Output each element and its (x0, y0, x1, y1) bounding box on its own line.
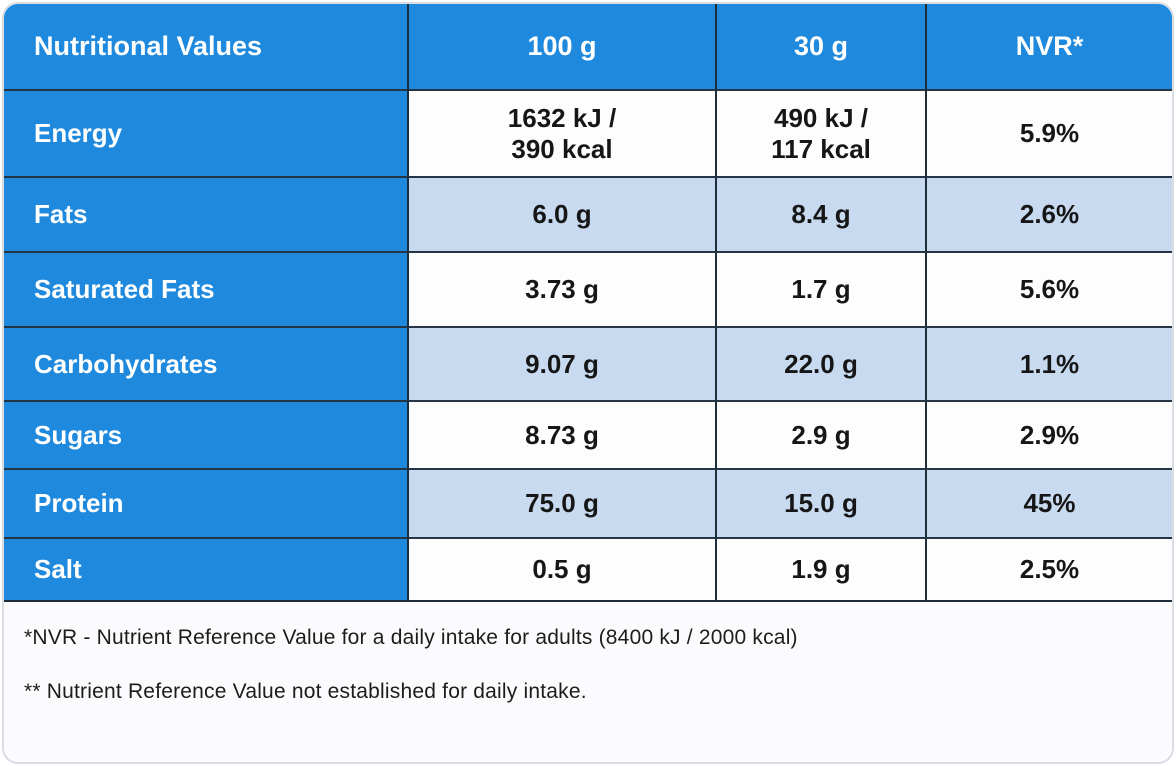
value-saturated-fats-nvr: 5.6% (927, 253, 1172, 328)
footnote-nvr-not-established: ** Nutrient Reference Value not establis… (24, 680, 587, 703)
value-protein-nvr: 45% (927, 470, 1172, 539)
value-carbohydrates-100g: 9.07 g (409, 328, 717, 402)
value-protein-30g: 15.0 g (717, 470, 927, 539)
row-label-saturated-fats: Saturated Fats (4, 253, 409, 328)
nutrition-table: Nutritional Values 100 g 30 g NVR* Energ… (4, 4, 1172, 602)
value-fats-30g: 8.4 g (717, 178, 927, 253)
value-salt-30g: 1.9 g (717, 539, 927, 600)
column-header-nutritional-values: Nutritional Values (4, 4, 409, 91)
value-salt-nvr: 2.5% (927, 539, 1172, 600)
value-fats-nvr: 2.6% (927, 178, 1172, 253)
row-label-sugars: Sugars (4, 402, 409, 470)
value-sugars-100g: 8.73 g (409, 402, 717, 470)
value-energy-nvr: 5.9% (927, 91, 1172, 178)
column-header-nvr: NVR* (927, 4, 1172, 91)
value-carbohydrates-30g: 22.0 g (717, 328, 927, 402)
row-label-fats: Fats (4, 178, 409, 253)
value-protein-100g: 75.0 g (409, 470, 717, 539)
column-header-30g: 30 g (717, 4, 927, 91)
column-header-100g: 100 g (409, 4, 717, 91)
row-label-salt: Salt (4, 539, 409, 600)
value-salt-100g: 0.5 g (409, 539, 717, 600)
value-energy-100g: 1632 kJ / 390 kcal (409, 91, 717, 178)
value-carbohydrates-nvr: 1.1% (927, 328, 1172, 402)
row-label-protein: Protein (4, 470, 409, 539)
value-saturated-fats-100g: 3.73 g (409, 253, 717, 328)
value-saturated-fats-30g: 1.7 g (717, 253, 927, 328)
value-energy-30g: 490 kJ / 117 kcal (717, 91, 927, 178)
footnotes-section: *NVR - Nutrient Reference Value for a da… (4, 602, 1172, 704)
value-sugars-30g: 2.9 g (717, 402, 927, 470)
row-label-carbohydrates: Carbohydrates (4, 328, 409, 402)
value-fats-100g: 6.0 g (409, 178, 717, 253)
footnote-nvr-definition: *NVR - Nutrient Reference Value for a da… (24, 626, 798, 649)
row-label-energy: Energy (4, 91, 409, 178)
value-sugars-nvr: 2.9% (927, 402, 1172, 470)
